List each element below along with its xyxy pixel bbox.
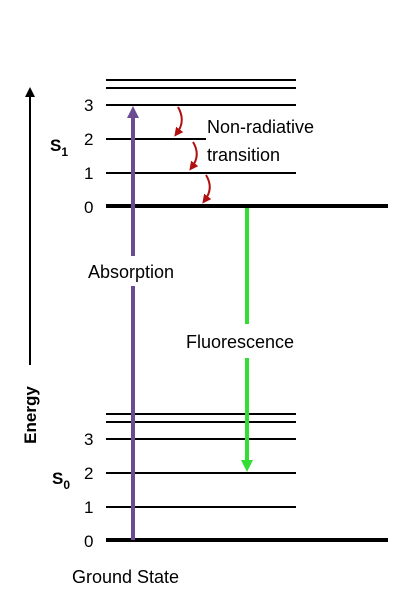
s1-level-3-label: 3 xyxy=(84,96,93,115)
nonradiative-arrow-2 xyxy=(189,141,199,171)
fluorescence-label-bg xyxy=(183,324,317,358)
s0-level-1-label: 1 xyxy=(84,498,93,517)
absorption-label-bg xyxy=(86,256,202,286)
s1-state-label: S1 xyxy=(50,136,68,159)
nonradiative-label-line2: transition xyxy=(207,145,280,165)
s0-level-3-label: 3 xyxy=(84,430,93,449)
ground-state-label: Ground State xyxy=(72,567,179,587)
nonradiative-label-line1: Non-radiative xyxy=(207,117,314,137)
s1-state-subscript: 1 xyxy=(61,145,68,159)
fluorescence-label: Fluorescence xyxy=(186,332,294,352)
absorption-label: Absorption xyxy=(88,262,174,282)
s0-state-subscript: 0 xyxy=(63,478,70,492)
s1-level-2-label: 2 xyxy=(84,130,93,149)
s1-level-1-label: 1 xyxy=(84,164,93,183)
nonradiative-arrow-1 xyxy=(174,106,184,137)
s0-state-letter: S xyxy=(52,469,63,488)
nonradiative-arrow-3 xyxy=(202,174,212,204)
s0-level-2-label: 2 xyxy=(84,464,93,483)
s1-level-0-label: 0 xyxy=(84,198,93,217)
s0-level-0-label: 0 xyxy=(84,532,93,551)
s1-state-letter: S xyxy=(50,136,61,155)
s0-state-label: S0 xyxy=(52,469,70,492)
energy-axis-label: Energy xyxy=(21,386,40,444)
